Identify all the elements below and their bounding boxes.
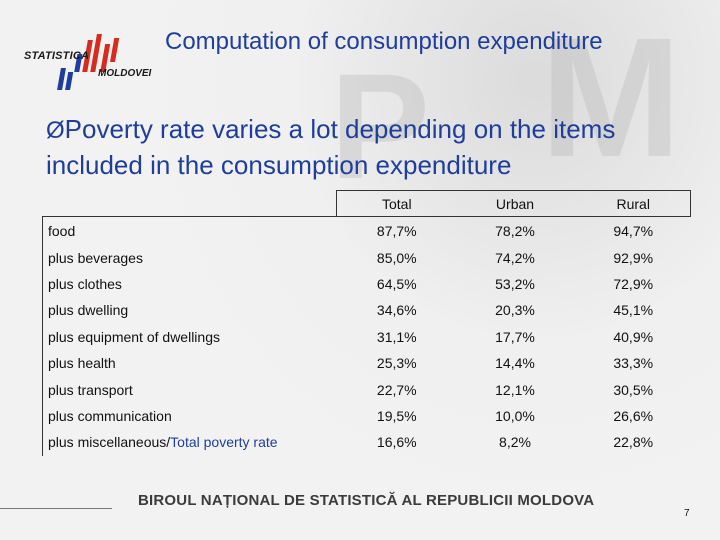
cell-total: 64,5% [376, 275, 417, 292]
cell-total: 87,7% [376, 223, 417, 240]
cell-total: 85,0% [376, 249, 417, 266]
cell-total: 31,1% [376, 328, 417, 345]
cell-rural: 22,8% [613, 434, 654, 451]
row-label-main: plus miscellaneous/ [48, 434, 171, 451]
row-label: plus equipment of dwellings [48, 328, 220, 345]
cell-total: 19,5% [376, 407, 417, 424]
cell-rural: 72,9% [613, 275, 654, 292]
row-label: plus health [48, 355, 116, 372]
cell-urban: 12,1% [495, 381, 535, 398]
watermark-shape: P [330, 42, 431, 210]
cell-rural: 26,6% [613, 407, 654, 424]
table-row: plus miscellaneous/Total poverty rate 16… [42, 429, 692, 455]
logo-text-moldovei: MOLDOVEI [98, 68, 152, 79]
table-border [336, 190, 691, 191]
logo-bars-icon [57, 34, 120, 90]
table-border [42, 216, 691, 217]
table-row: plus clothes 64,5% 53,2% 72,9% [42, 271, 692, 297]
cell-rural: 30,5% [613, 381, 654, 398]
table-row: plus beverages 85,0% 74,2% 92,9% [42, 244, 692, 270]
cell-total: 34,6% [376, 302, 417, 319]
cell-urban: 74,2% [495, 249, 535, 266]
table-row: plus transport 22,7% 12,1% 30,5% [42, 376, 692, 402]
footer-institution: BIROUL NAȚIONAL DE STATISTICĂ AL REPUBLI… [138, 492, 595, 509]
arrow-bullet-icon: Ø [46, 117, 65, 144]
cell-urban: 14,4% [495, 355, 535, 372]
poverty-rate-table: Total Urban Rural food 87,7% 78,2% 94,7%… [42, 190, 692, 456]
page-number: 7 [684, 508, 690, 519]
column-header-rural: Rural [616, 196, 650, 212]
page-title: Computation of consumption expenditure [165, 28, 603, 55]
cell-rural: 33,3% [613, 355, 654, 372]
logo-text-statistica: STATISTICA [24, 50, 90, 62]
background-watermark [110, 0, 720, 540]
row-label-suffix: Total poverty rate [170, 434, 278, 451]
cell-total: 25,3% [376, 355, 417, 372]
row-label: plus miscellaneous/Total poverty rate [42, 429, 338, 455]
cell-total: 22,7% [376, 381, 417, 398]
table-border [336, 190, 337, 216]
cell-rural: 45,1% [613, 302, 654, 319]
cell-urban: 78,2% [495, 223, 535, 240]
table-row: plus health 25,3% 14,4% 33,3% [42, 350, 692, 376]
cell-urban: 8,2% [499, 434, 531, 451]
cell-rural: 94,7% [613, 223, 654, 240]
cell-rural: 40,9% [613, 328, 654, 345]
row-label: plus beverages [48, 249, 143, 266]
row-label: food [48, 223, 76, 240]
cell-urban: 10,0% [495, 407, 535, 424]
bullet-text: Poverty rate varies a lot depending on t… [46, 114, 616, 180]
row-label: plus clothes [48, 275, 122, 292]
table-row: plus communication 19,5% 10,0% 26,6% [42, 403, 692, 429]
statistica-moldovei-logo: STATISTICA MOLDOVEI [20, 28, 160, 100]
column-header-urban: Urban [495, 196, 535, 212]
header-empty [42, 190, 338, 218]
footer-divider [0, 508, 112, 509]
cell-urban: 53,2% [495, 275, 535, 292]
cell-urban: 20,3% [495, 302, 535, 319]
table-row: food 87,7% 78,2% 94,7% [42, 218, 692, 244]
cell-urban: 17,7% [495, 328, 535, 345]
cell-rural: 92,9% [613, 249, 654, 266]
cell-total: 16,6% [376, 434, 417, 451]
watermark-shape: M [540, 3, 682, 193]
table-border [690, 190, 691, 216]
row-label: plus communication [48, 407, 172, 424]
row-label: plus transport [48, 381, 133, 398]
row-label: plus dwelling [48, 302, 129, 319]
column-header-total: Total [381, 196, 412, 212]
table-row: plus dwelling 34,6% 20,3% 45,1% [42, 297, 692, 323]
table-row: plus equipment of dwellings 31,1% 17,7% … [42, 324, 692, 350]
table-border [42, 216, 43, 456]
bullet-point: ØPoverty rate varies a lot depending on … [46, 112, 686, 182]
table-header-row: Total Urban Rural [42, 190, 692, 218]
